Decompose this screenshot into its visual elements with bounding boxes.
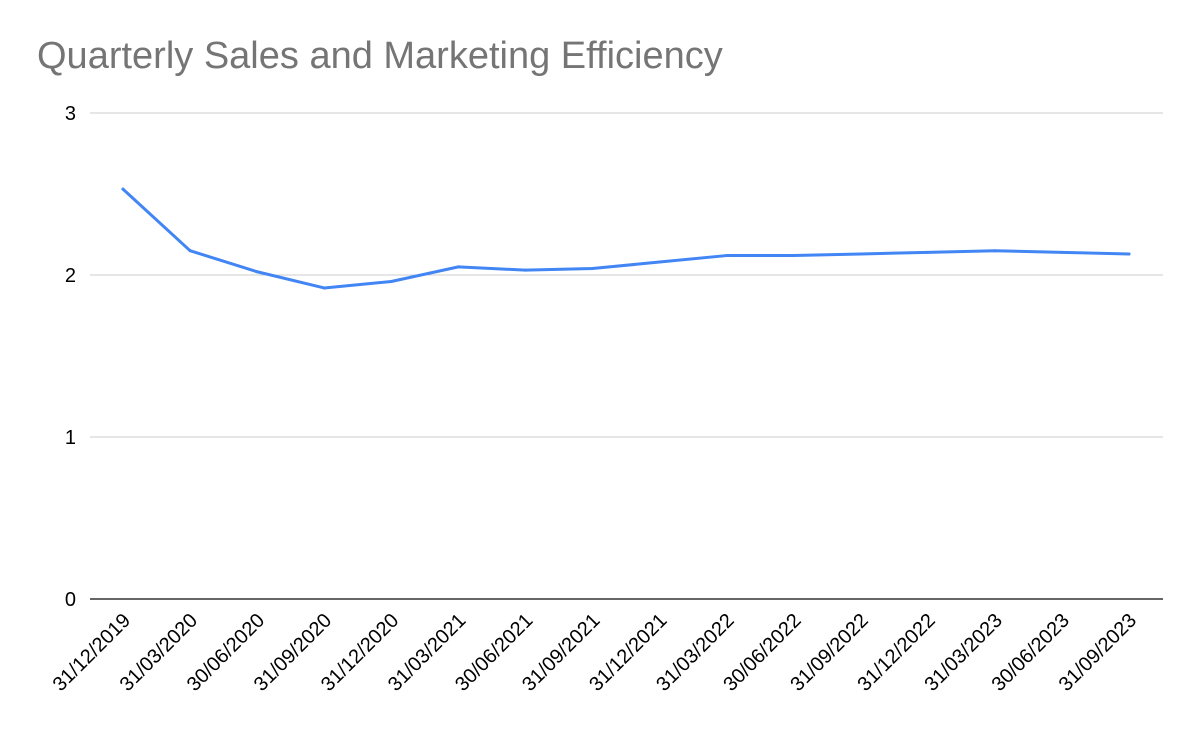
data-point bbox=[926, 250, 930, 254]
data-point bbox=[1127, 252, 1131, 256]
data-point bbox=[456, 265, 460, 269]
data-point bbox=[993, 249, 997, 253]
data-point bbox=[725, 254, 729, 258]
series-line bbox=[121, 187, 1131, 290]
chart-title: Quarterly Sales and Marketing Efficiency bbox=[37, 35, 723, 77]
data-point bbox=[322, 286, 326, 290]
data-point bbox=[389, 279, 393, 283]
data-point bbox=[590, 267, 594, 271]
data-point bbox=[658, 260, 662, 264]
data-point bbox=[188, 249, 192, 253]
y-tick-label: 0 bbox=[65, 589, 76, 611]
data-point bbox=[1060, 250, 1064, 254]
data-point bbox=[523, 268, 527, 272]
data-point bbox=[121, 187, 125, 191]
data-point bbox=[255, 270, 259, 274]
data-point bbox=[792, 254, 796, 258]
data-point bbox=[859, 252, 863, 256]
y-tick-label: 1 bbox=[65, 427, 76, 449]
y-tick-label: 2 bbox=[65, 265, 76, 287]
y-tick-label: 3 bbox=[65, 103, 76, 125]
